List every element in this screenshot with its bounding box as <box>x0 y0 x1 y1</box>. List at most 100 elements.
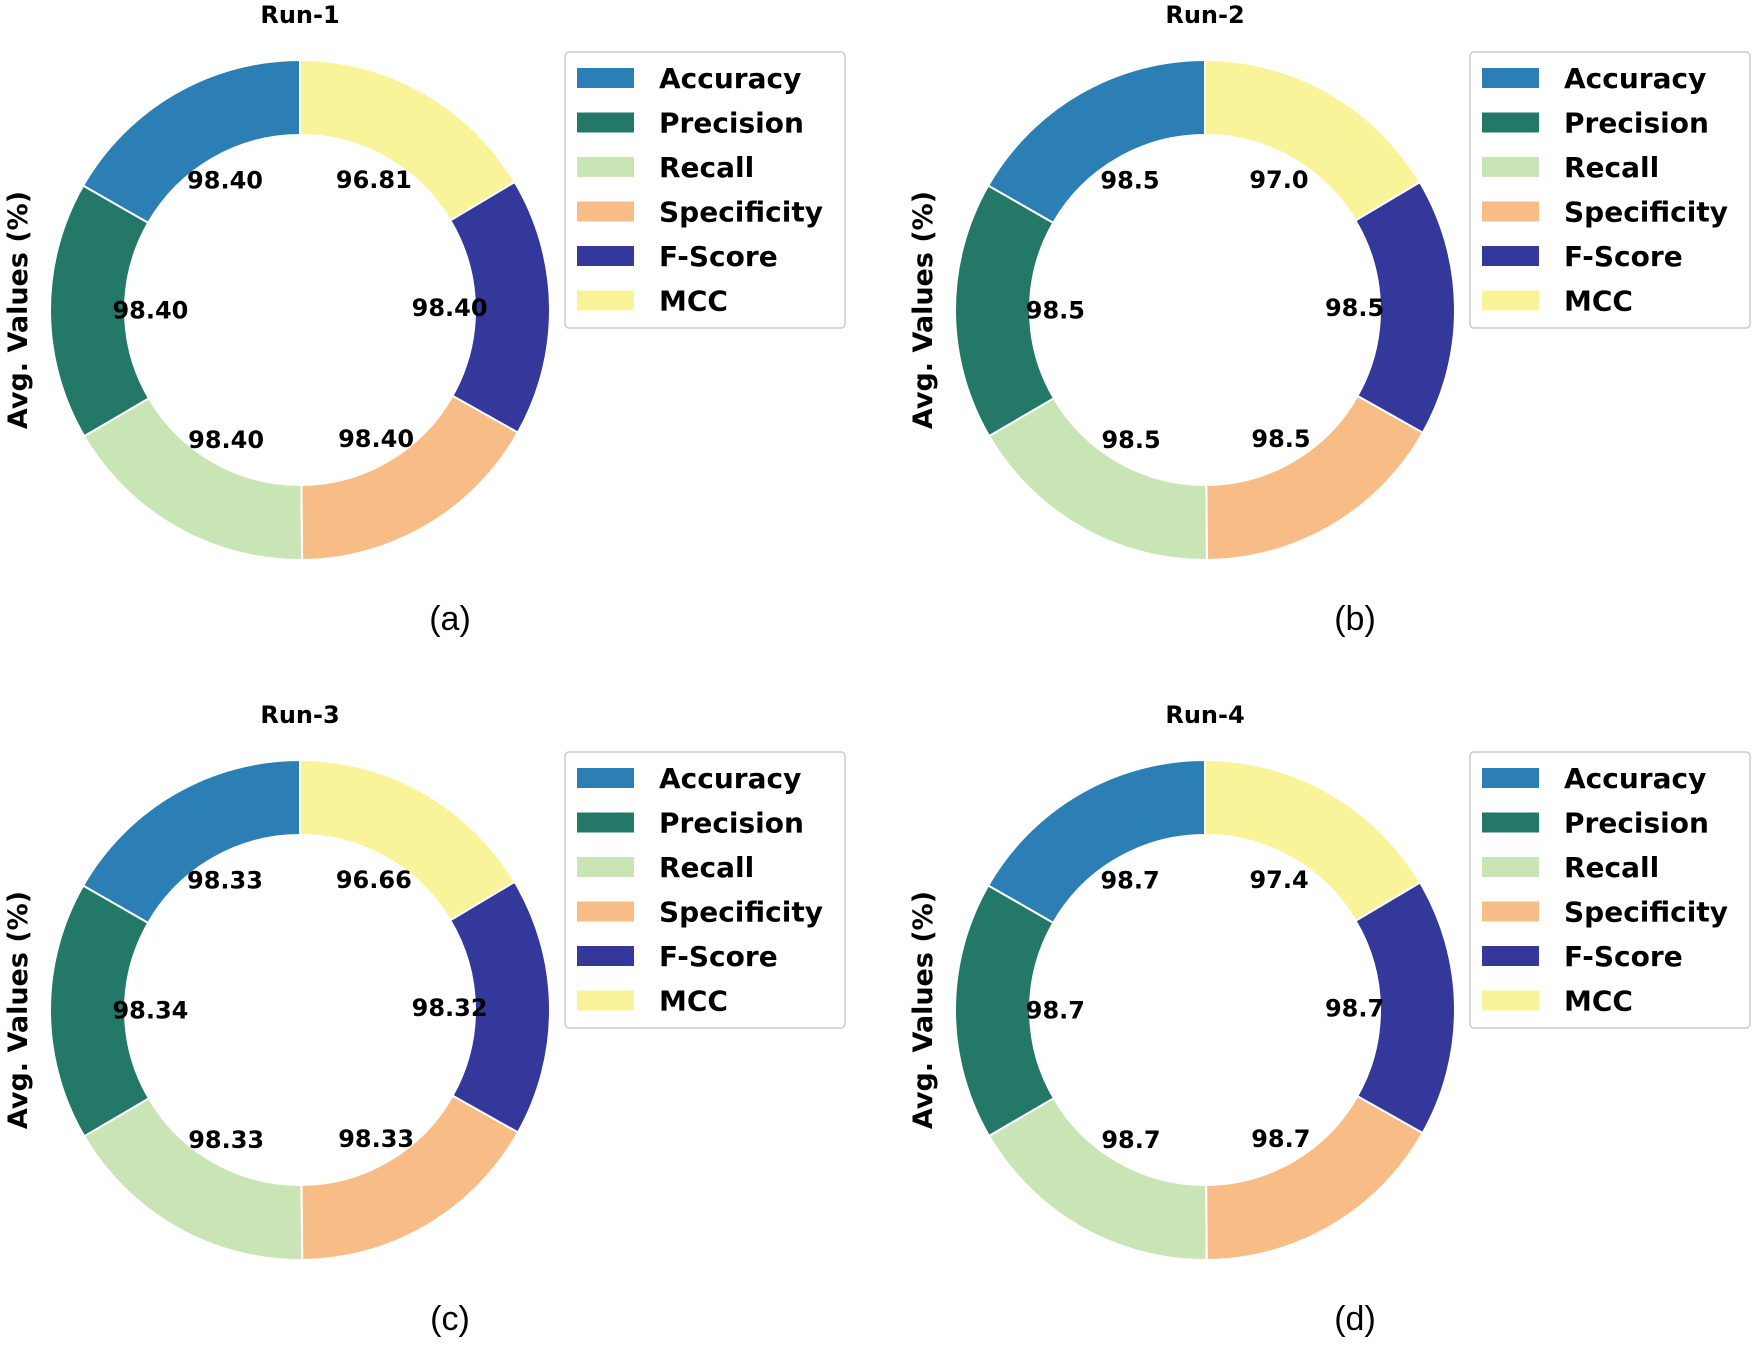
slice-value-label: 98.5 <box>1101 426 1160 454</box>
slice-value-label: 96.81 <box>336 166 412 194</box>
legend-swatch <box>1482 246 1539 266</box>
panel-caption: (a) <box>429 600 471 638</box>
legend-entry: Recall <box>659 851 754 884</box>
legend-swatch <box>577 246 634 266</box>
donut-slice-recall <box>987 1096 1208 1261</box>
slice-value-label: 98.7 <box>1251 1125 1310 1153</box>
slice-value-label: 98.5 <box>1100 167 1159 195</box>
slice-value-label: 98.5 <box>1325 294 1384 322</box>
legend-entry: MCC <box>1564 985 1633 1018</box>
donut-slice-recall <box>987 396 1209 561</box>
slice-value-label: 98.7 <box>1101 1126 1160 1154</box>
y-axis-label: Avg. Values (%) <box>908 891 939 1129</box>
slice-value-label: 98.40 <box>338 425 414 453</box>
slice-value-label: 98.5 <box>1251 425 1310 453</box>
donut-slice-accuracy <box>81 58 301 225</box>
legend-entry: F-Score <box>1564 240 1683 273</box>
slice-value-label: 96.66 <box>336 866 412 894</box>
y-axis-label: Avg. Values (%) <box>908 191 939 429</box>
slice-value-label: 98.33 <box>188 1126 264 1154</box>
panel-caption: (d) <box>1334 1300 1376 1338</box>
slice-value-label: 98.5 <box>1026 297 1085 325</box>
legend-entry: F-Score <box>659 940 778 973</box>
legend-entry: Recall <box>1564 151 1659 184</box>
legend-entry: Accuracy <box>659 762 801 795</box>
legend-swatch <box>577 112 634 133</box>
legend-swatch <box>577 68 634 88</box>
legend-swatch <box>577 857 634 877</box>
legend-swatch <box>1482 290 1539 311</box>
slice-value-label: 98.33 <box>338 1125 414 1153</box>
legend-entry: Specificity <box>659 196 823 229</box>
chart-title: Run-3 <box>260 701 339 729</box>
slice-value-label: 98.33 <box>187 867 263 895</box>
slice-value-label: 98.7 <box>1026 997 1085 1025</box>
chart-title: Run-2 <box>1165 1 1244 29</box>
slice-value-label: 98.32 <box>412 994 488 1022</box>
legend-entry: Precision <box>659 807 804 840</box>
legend-entry: MCC <box>1564 285 1633 318</box>
donut-slice-recall <box>82 1097 304 1261</box>
legend-swatch <box>1482 157 1539 177</box>
slice-value-label: 98.40 <box>112 297 188 325</box>
legend-swatch <box>1482 812 1539 833</box>
legend-swatch <box>577 157 634 177</box>
legend-swatch <box>1482 946 1539 966</box>
slice-value-label: 98.40 <box>412 294 488 322</box>
legend-swatch <box>1482 201 1539 222</box>
legend <box>564 751 846 1029</box>
legend-entry: Specificity <box>1564 896 1728 929</box>
legend-swatch <box>1482 857 1539 877</box>
legend <box>1469 51 1751 329</box>
legend-entry: Accuracy <box>659 62 801 95</box>
legend-entry: MCC <box>659 285 728 318</box>
legend-entry: Recall <box>659 151 754 184</box>
panel-caption: (b) <box>1334 600 1376 638</box>
slice-value-label: 98.7 <box>1325 994 1384 1022</box>
legend-entry: Recall <box>1564 851 1659 884</box>
donut-slice-accuracy <box>986 758 1206 925</box>
legend-entry: Precision <box>659 107 804 140</box>
chart-title: Run-1 <box>260 1 339 29</box>
slice-value-label: 98.7 <box>1100 867 1159 895</box>
chart-panel-4: Run-4 Avg. Values (%) 98.7 98.7 98.7 98.7 98.7… <box>908 701 1751 1338</box>
legend-entry: Precision <box>1564 107 1709 140</box>
legend-swatch <box>577 901 634 922</box>
donut-slice-specificity <box>300 394 520 561</box>
legend-swatch <box>1482 768 1539 788</box>
legend-swatch <box>577 201 634 222</box>
chart-panel-3: Run-3 Avg. Values (%) 98.33 98.34 98.33 98.33… <box>3 701 846 1338</box>
legend-swatch <box>577 768 634 788</box>
y-axis-label: Avg. Values (%) <box>3 891 34 1129</box>
donut-slice-mcc <box>299 58 517 222</box>
donut-slice-mcc <box>1204 758 1422 923</box>
slice-value-label: 98.34 <box>112 997 188 1025</box>
legend-swatch <box>1482 901 1539 922</box>
slice-value-label: 97.0 <box>1249 166 1308 194</box>
slice-value-label: 98.40 <box>188 426 264 454</box>
chart-title: Run-4 <box>1165 701 1244 729</box>
donut-slice-mcc <box>299 758 516 922</box>
legend-entry: Accuracy <box>1564 762 1706 795</box>
legend <box>564 51 846 329</box>
donut-slice-accuracy <box>986 58 1206 225</box>
donut-slice-specificity <box>1205 394 1425 562</box>
legend-swatch <box>577 946 634 966</box>
y-axis-label: Avg. Values (%) <box>3 191 34 429</box>
donut-slice-specificity <box>300 1094 520 1261</box>
slice-value-label: 97.4 <box>1249 866 1308 894</box>
legend-swatch <box>577 990 634 1011</box>
donut-slice-accuracy <box>81 758 301 925</box>
legend-entry: Precision <box>1564 807 1709 840</box>
legend-swatch <box>1482 990 1539 1011</box>
chart-panel-1: Run-1 Avg. Values (%) 98.40 98.40 98.40 98.40… <box>3 1 846 638</box>
panel-caption: (c) <box>430 1300 470 1338</box>
legend-entry: F-Score <box>1564 940 1683 973</box>
legend-entry: Specificity <box>1564 196 1728 229</box>
donut-slice-mcc <box>1204 58 1422 222</box>
legend-entry: Specificity <box>659 896 823 929</box>
legend-entry: MCC <box>659 985 728 1018</box>
legend <box>1469 751 1751 1029</box>
donut-slice-specificity <box>1205 1094 1425 1262</box>
